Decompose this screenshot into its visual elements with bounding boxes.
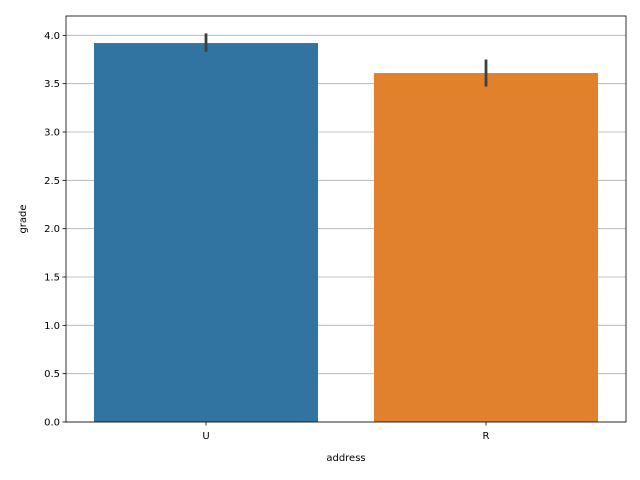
- y-tick-label: 1.5: [44, 273, 60, 284]
- y-axis-ticks: 0.0 0.5 1.0 1.5 2.0 2.5 3.0 3.5 4.0: [44, 31, 66, 429]
- x-tick-label: R: [483, 431, 490, 442]
- y-tick-label: 2.5: [44, 176, 60, 187]
- y-tick-label: 1.0: [44, 321, 60, 332]
- y-tick-label: 2.0: [44, 224, 60, 235]
- y-axis-label: grade: [18, 204, 29, 233]
- y-tick-label: 4.0: [44, 31, 60, 42]
- x-tick-label: U: [202, 431, 209, 442]
- bars: [94, 43, 598, 423]
- error-bars: [204, 33, 488, 87]
- bar-U: [94, 43, 318, 423]
- plot-area-frame: [65, 15, 627, 423]
- y-tick-label: 3.5: [44, 79, 60, 90]
- y-tick-label: 0.0: [44, 418, 60, 429]
- y-tick-label: 3.0: [44, 128, 60, 139]
- y-tick-label: 0.5: [44, 369, 60, 380]
- x-axis-label: address: [326, 453, 365, 464]
- bar-R: [374, 73, 598, 423]
